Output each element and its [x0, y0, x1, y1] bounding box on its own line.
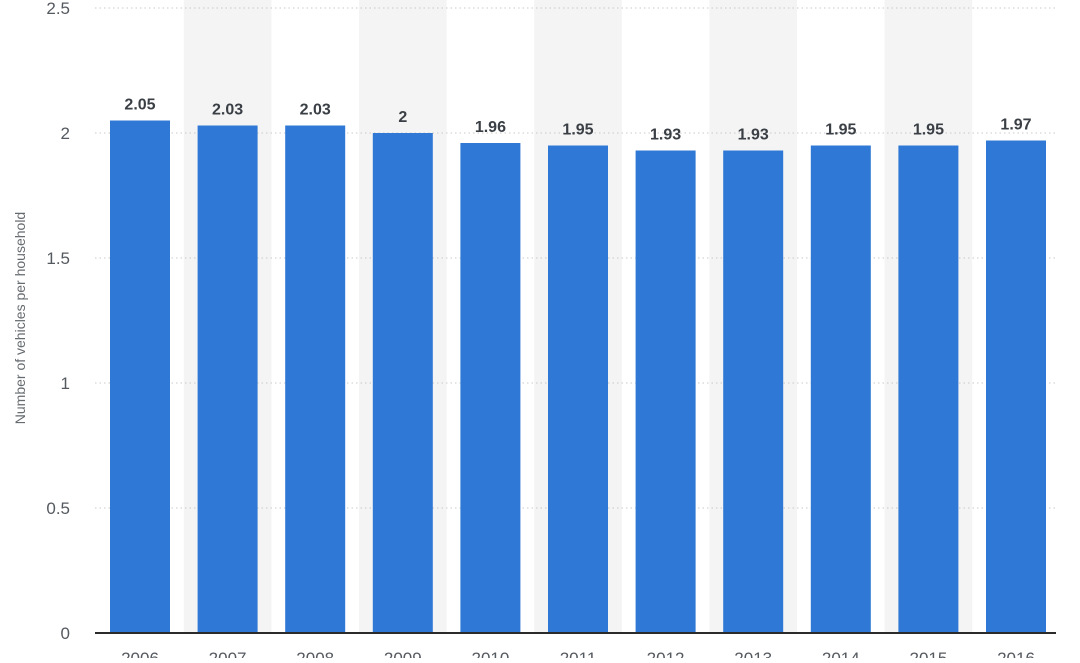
bar-value-label: 1.95	[562, 122, 593, 139]
y-tick-label: 0	[61, 624, 70, 643]
y-tick-label: 1	[61, 374, 70, 393]
bars	[110, 120, 1046, 634]
bar[interactable]	[986, 140, 1046, 634]
bar-value-label: 1.96	[475, 119, 506, 136]
data-labels: 2.05 2.03 2.03 2 1.96 1.95 1.93 1.93 1.95 1.95 1.9…	[124, 97, 1031, 144]
y-tick-label: 2	[61, 124, 70, 143]
bar-value-label: 1.97	[1000, 117, 1031, 134]
x-tick-label: 2013	[734, 649, 772, 658]
bar[interactable]	[810, 145, 871, 634]
y-tick-label: 0.5	[46, 499, 70, 518]
bar-value-label: 1.95	[825, 122, 856, 139]
y-tick-label: 2.5	[46, 0, 70, 18]
y-tick-label: 1.5	[46, 249, 70, 268]
x-tick-label: 2009	[384, 649, 422, 658]
bar[interactable]	[110, 120, 170, 634]
bar-value-label: 2.03	[212, 102, 243, 119]
x-tick-label: 2007	[209, 649, 247, 658]
x-tick-label: 2014	[822, 649, 860, 658]
y-axis-ticks: 0 0.5 1 1.5 2 2.5	[46, 0, 70, 643]
bar[interactable]	[372, 133, 433, 633]
x-tick-label: 2011	[560, 649, 597, 658]
bar[interactable]	[898, 145, 959, 634]
x-tick-label: 2008	[296, 649, 334, 658]
bar[interactable]	[285, 125, 346, 634]
bar[interactable]	[723, 150, 784, 634]
y-axis-title: Number of vehicles per household	[12, 212, 28, 424]
bar-value-label: 1.93	[650, 127, 681, 144]
x-tick-label: 2012	[647, 649, 685, 658]
x-tick-label: 2015	[909, 649, 947, 658]
x-tick-label: 2006	[121, 649, 159, 658]
x-axis-ticks: 2006 2007 2008 2009 2010 2011 2012 2013 2014 2015…	[121, 649, 1035, 663]
bar[interactable]	[197, 125, 258, 634]
bar[interactable]	[635, 150, 696, 634]
bar-value-label: 2.03	[300, 102, 331, 119]
bar-value-label: 2	[398, 109, 407, 126]
bar-value-label: 1.95	[913, 122, 944, 139]
x-tick-label: 2010	[471, 649, 509, 658]
bar[interactable]	[460, 143, 521, 633]
x-tick-label: 2016	[997, 649, 1035, 658]
bar-value-label: 1.93	[738, 127, 769, 144]
bar-value-label: 2.05	[124, 97, 155, 114]
bar[interactable]	[548, 145, 608, 634]
